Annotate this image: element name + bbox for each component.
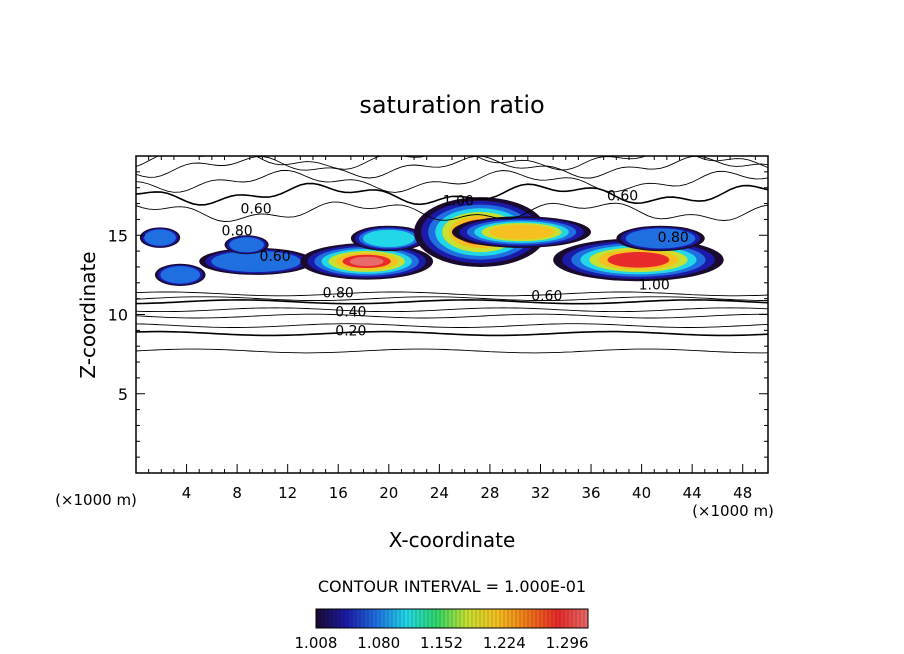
field-patch: [607, 252, 670, 268]
field-patch: [211, 250, 301, 273]
contour-label: 0.80: [222, 223, 253, 239]
x-axis-unit-left: (×1000 m): [55, 491, 137, 509]
colorbar-ticks: 1.008 1.080 1.152 1.224 1.296: [295, 634, 589, 652]
x-tick-label: 36: [581, 484, 600, 502]
colorbar: 1.008 1.080 1.152 1.224 1.296: [295, 608, 589, 652]
contour-lines: [136, 156, 768, 354]
contour-line: [136, 182, 768, 206]
chart-title: saturation ratio: [359, 91, 544, 119]
x-axis-ticks: 4 8 12 16 20 24 28 32 36 40 44 48: [148, 156, 756, 502]
contour-line: [136, 323, 768, 328]
contour-line: [136, 201, 768, 222]
contour-line: [136, 169, 768, 193]
colorbar-tick-label: 1.080: [357, 634, 400, 652]
contour-line: [136, 156, 768, 179]
field-patch: [363, 229, 415, 248]
contour-line: [136, 296, 768, 301]
y-tick-label: 5: [118, 385, 128, 404]
colorbar-tick-label: 1.296: [546, 634, 589, 652]
x-tick-label: 48: [733, 484, 752, 502]
contour-label: 0.40: [335, 304, 366, 320]
colorbar-stripes: [319, 609, 585, 628]
contour-label: 0.60: [259, 249, 290, 265]
x-tick-label: 4: [182, 484, 192, 502]
field-patch: [144, 229, 176, 246]
x-tick-label: 32: [531, 484, 550, 502]
contour-interval-note: CONTOUR INTERVAL = 1.000E-01: [318, 577, 586, 596]
contour-label: 1.00: [639, 277, 670, 293]
x-tick-label: 16: [329, 484, 348, 502]
x-tick-label: 44: [683, 484, 702, 502]
colorbar-tick-label: 1.152: [420, 634, 463, 652]
x-tick-label: 40: [632, 484, 651, 502]
field-patch: [349, 256, 384, 267]
contour-label: 0.20: [335, 323, 366, 339]
saturation-field: [139, 197, 724, 286]
field-patch: [229, 237, 264, 253]
y-tick-label: 10: [108, 306, 128, 325]
contour-line: [136, 330, 768, 337]
x-axis-unit-right: (×1000 m): [692, 502, 774, 520]
y-axis-label: Z-coordinate: [76, 251, 100, 378]
x-axis-label: X-coordinate: [389, 528, 516, 552]
colorbar-tick-label: 1.008: [295, 634, 338, 652]
contour-label: 0.60: [240, 201, 271, 217]
contour-label: 0.80: [658, 230, 689, 246]
x-tick-label: 28: [480, 484, 499, 502]
contour-label: 0.60: [607, 189, 638, 205]
x-tick-label: 20: [379, 484, 398, 502]
contour-line: [136, 291, 768, 297]
colorbar-gradient: [315, 608, 589, 629]
contour-labels: 0.60 0.80 0.60 1.00 0.60 0.80 1.00 0.60 0.80 0.40…: [222, 189, 689, 340]
contour-line: [136, 299, 768, 305]
y-axis-ticks: 5 10 15: [108, 171, 768, 458]
y-tick-label: 15: [108, 226, 128, 245]
field-patch: [160, 266, 201, 284]
contour-label: 1.00: [443, 193, 474, 209]
contour-line: [136, 348, 768, 354]
contour-line: [136, 313, 768, 319]
x-tick-label: 12: [278, 484, 297, 502]
contour-line: [136, 307, 768, 313]
colorbar-tick-label: 1.224: [483, 634, 526, 652]
field-patch: [488, 224, 555, 240]
contour-label: 0.80: [323, 285, 354, 301]
x-tick-label: 8: [232, 484, 242, 502]
field-patch: [625, 228, 696, 249]
x-tick-label: 24: [430, 484, 449, 502]
contour-label: 0.60: [531, 288, 562, 304]
